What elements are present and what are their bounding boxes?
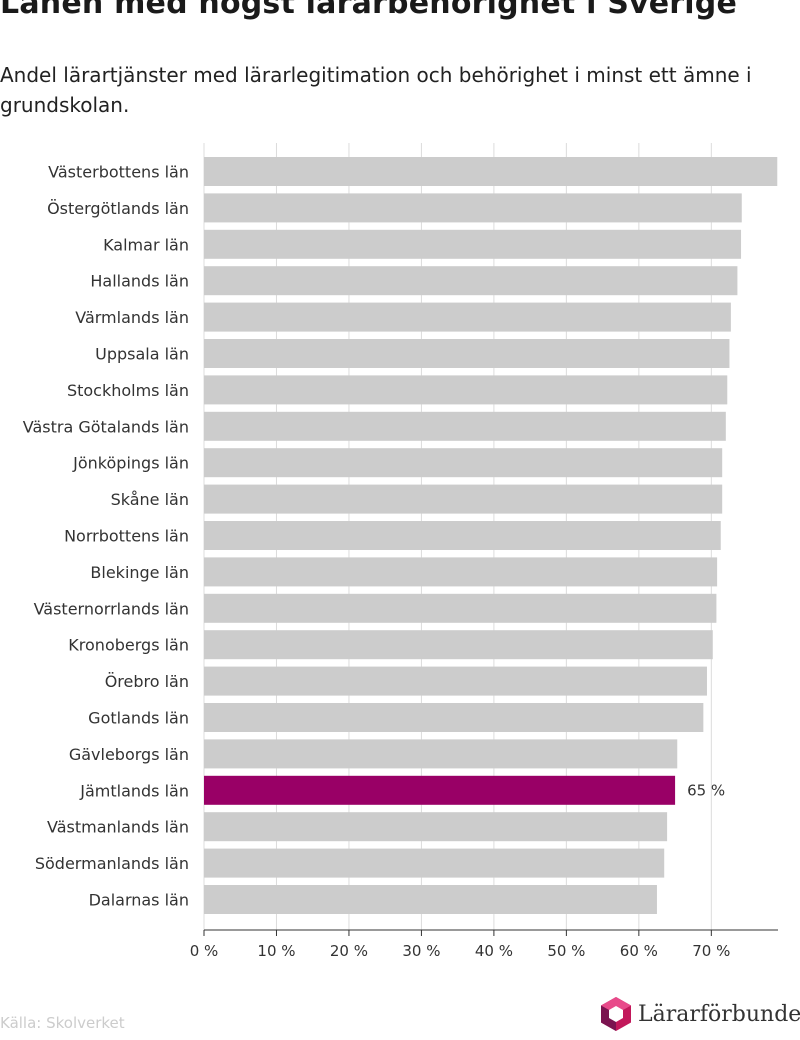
category-label: Västerbottens län (48, 163, 189, 182)
bar (204, 848, 665, 878)
bar-chart: Västerbottens län Östergötlands län Kalmar… (23, 143, 778, 960)
x-tick-label: 20 % (330, 942, 368, 960)
x-axis: 0 % 10 % 20 % 30 % 40 % 50 % 60 % 70 % (190, 929, 778, 960)
bar (204, 302, 731, 332)
category-label: Södermanlands län (35, 854, 189, 873)
bar (204, 885, 657, 914)
publisher-logo: Lärarförbundet (600, 996, 800, 1032)
category-label: Örebro län (105, 672, 189, 691)
category-label: Kronobergs län (68, 636, 189, 655)
logo-text: Lärarförbundet (638, 1001, 800, 1027)
bar (204, 229, 742, 259)
bar (204, 193, 742, 223)
source-note: Källa: Skolverket (0, 1014, 125, 1032)
bar (204, 666, 707, 696)
category-label: Gävleborgs län (69, 745, 189, 764)
bar (204, 739, 678, 769)
bar (204, 521, 721, 550)
bar (204, 775, 676, 805)
category-label: Skåne län (111, 490, 189, 509)
bar (204, 157, 778, 186)
bar (204, 812, 668, 842)
category-label: Kalmar län (103, 235, 189, 254)
x-tick-label: 0 % (190, 942, 219, 960)
category-label: Jönköpings län (72, 454, 189, 473)
category-label: Västmanlands län (47, 818, 189, 837)
category-label: Hallands län (90, 272, 189, 291)
bar (204, 484, 723, 514)
bar (204, 411, 726, 441)
category-label: Uppsala län (95, 345, 189, 364)
category-labels: Västerbottens län Östergötlands län Kalmar… (23, 163, 725, 910)
category-label: Stockholms län (67, 381, 189, 400)
category-label: Värmlands län (75, 308, 189, 327)
bar (204, 339, 730, 368)
category-label: Dalarnas län (89, 891, 189, 910)
x-tick-label: 10 % (257, 942, 295, 960)
bar (204, 703, 704, 732)
bar (204, 557, 718, 587)
data-label: 65 % (687, 781, 725, 799)
x-tick-label: 70 % (692, 942, 730, 960)
category-label: Jämtlands län (79, 781, 189, 800)
x-tick-label: 40 % (475, 942, 513, 960)
x-tick-label: 30 % (402, 942, 440, 960)
category-label: Östergötlands län (47, 199, 189, 218)
category-label: Norrbottens län (64, 527, 189, 546)
chart-title: Länen med högst lärarbehörighet i Sverig… (0, 0, 738, 21)
x-tick-label: 50 % (547, 942, 585, 960)
bar (204, 375, 728, 405)
bar (204, 630, 713, 660)
bars (204, 157, 778, 914)
bar (204, 266, 738, 296)
chart-subtitle: Andel lärartjänster med lärarlegitimatio… (0, 63, 752, 117)
category-label: Västra Götalands län (23, 417, 189, 436)
x-tick-label: 60 % (620, 942, 658, 960)
hexagon-logo-icon (601, 997, 631, 1031)
category-label: Västernorrlands län (34, 599, 189, 618)
category-label: Gotlands län (88, 709, 189, 728)
bar (204, 448, 723, 478)
bar (204, 593, 717, 623)
category-label: Blekinge län (90, 563, 189, 582)
